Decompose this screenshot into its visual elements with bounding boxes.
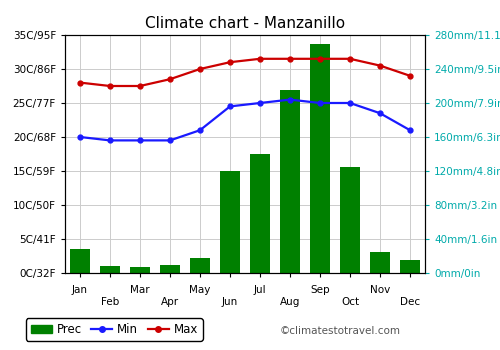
Text: Apr: Apr xyxy=(161,297,179,307)
Text: Jul: Jul xyxy=(254,285,266,295)
Bar xyxy=(100,266,120,273)
Text: Sep: Sep xyxy=(310,285,330,295)
Bar xyxy=(370,252,390,273)
Legend: Prec, Min, Max: Prec, Min, Max xyxy=(26,318,203,341)
Text: Dec: Dec xyxy=(400,297,420,307)
Bar xyxy=(280,90,300,273)
Bar xyxy=(250,154,270,273)
Bar xyxy=(310,43,330,273)
Title: Climate chart - Manzanillo: Climate chart - Manzanillo xyxy=(145,16,345,31)
Text: ©climatestotravel.com: ©climatestotravel.com xyxy=(280,326,401,336)
Bar xyxy=(220,171,240,273)
Bar xyxy=(160,265,180,273)
Bar xyxy=(190,258,210,273)
Text: Nov: Nov xyxy=(370,285,390,295)
Text: Mar: Mar xyxy=(130,285,150,295)
Text: Jun: Jun xyxy=(222,297,238,307)
Text: Oct: Oct xyxy=(341,297,359,307)
Bar xyxy=(340,167,360,273)
Text: Aug: Aug xyxy=(280,297,300,307)
Text: Jan: Jan xyxy=(72,285,88,295)
Bar xyxy=(400,260,420,273)
Bar xyxy=(70,249,90,273)
Bar xyxy=(130,267,150,273)
Text: Feb: Feb xyxy=(101,297,119,307)
Text: May: May xyxy=(190,285,210,295)
